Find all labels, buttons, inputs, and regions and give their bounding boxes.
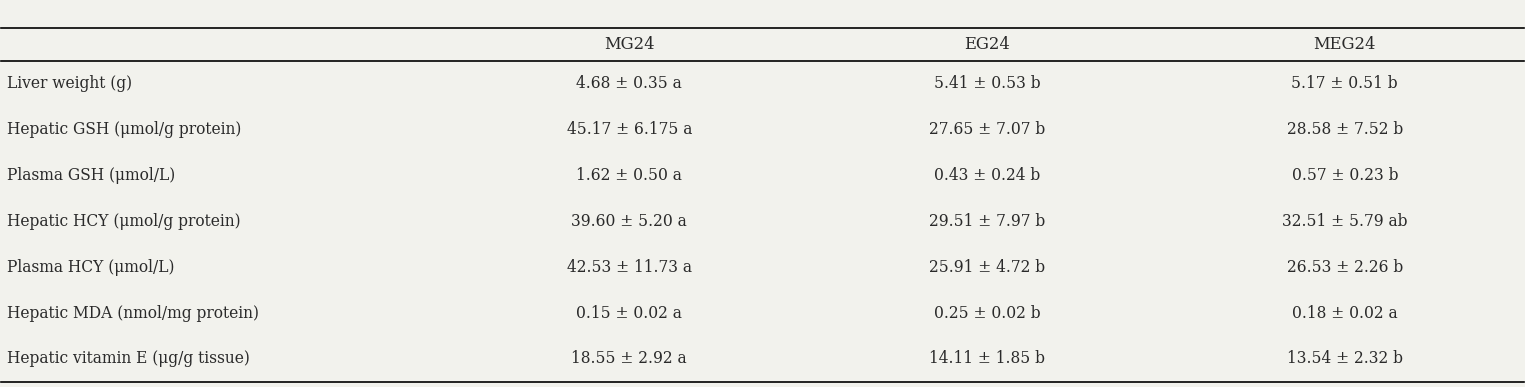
Text: Plasma HCY (μmol/L): Plasma HCY (μmol/L) [8,259,175,276]
Text: 5.17 ± 0.51 b: 5.17 ± 0.51 b [1292,75,1398,92]
Text: Hepatic HCY (μmol/g protein): Hepatic HCY (μmol/g protein) [8,213,241,230]
Text: MG24: MG24 [604,36,654,53]
Text: Hepatic MDA (nmol/mg protein): Hepatic MDA (nmol/mg protein) [8,305,259,322]
Text: Hepatic GSH (μmol/g protein): Hepatic GSH (μmol/g protein) [8,121,242,138]
Text: 25.91 ± 4.72 b: 25.91 ± 4.72 b [929,259,1045,276]
Text: 26.53 ± 2.26 b: 26.53 ± 2.26 b [1287,259,1403,276]
Text: 42.53 ± 11.73 a: 42.53 ± 11.73 a [567,259,692,276]
Text: 27.65 ± 7.07 b: 27.65 ± 7.07 b [929,121,1045,138]
Text: Hepatic vitamin E (μg/g tissue): Hepatic vitamin E (μg/g tissue) [8,350,250,367]
Text: Plasma GSH (μmol/L): Plasma GSH (μmol/L) [8,167,175,184]
Text: MEG24: MEG24 [1313,36,1376,53]
Text: 14.11 ± 1.85 b: 14.11 ± 1.85 b [929,350,1045,367]
Text: 0.15 ± 0.02 a: 0.15 ± 0.02 a [576,305,682,322]
Text: 45.17 ± 6.175 a: 45.17 ± 6.175 a [567,121,692,138]
Text: 1.62 ± 0.50 a: 1.62 ± 0.50 a [576,167,682,184]
Text: 32.51 ± 5.79 ab: 32.51 ± 5.79 ab [1283,213,1408,230]
Text: Liver weight (g): Liver weight (g) [8,75,133,92]
Text: 13.54 ± 2.32 b: 13.54 ± 2.32 b [1287,350,1403,367]
Text: 0.18 ± 0.02 a: 0.18 ± 0.02 a [1292,305,1397,322]
Text: 0.25 ± 0.02 b: 0.25 ± 0.02 b [933,305,1040,322]
Text: 5.41 ± 0.53 b: 5.41 ± 0.53 b [933,75,1040,92]
Text: 18.55 ± 2.92 a: 18.55 ± 2.92 a [572,350,688,367]
Text: 28.58 ± 7.52 b: 28.58 ± 7.52 b [1287,121,1403,138]
Text: 29.51 ± 7.97 b: 29.51 ± 7.97 b [929,213,1045,230]
Text: EG24: EG24 [964,36,1010,53]
Text: 39.60 ± 5.20 a: 39.60 ± 5.20 a [572,213,688,230]
Text: 4.68 ± 0.35 a: 4.68 ± 0.35 a [576,75,682,92]
Text: 0.57 ± 0.23 b: 0.57 ± 0.23 b [1292,167,1398,184]
Text: 0.43 ± 0.24 b: 0.43 ± 0.24 b [933,167,1040,184]
